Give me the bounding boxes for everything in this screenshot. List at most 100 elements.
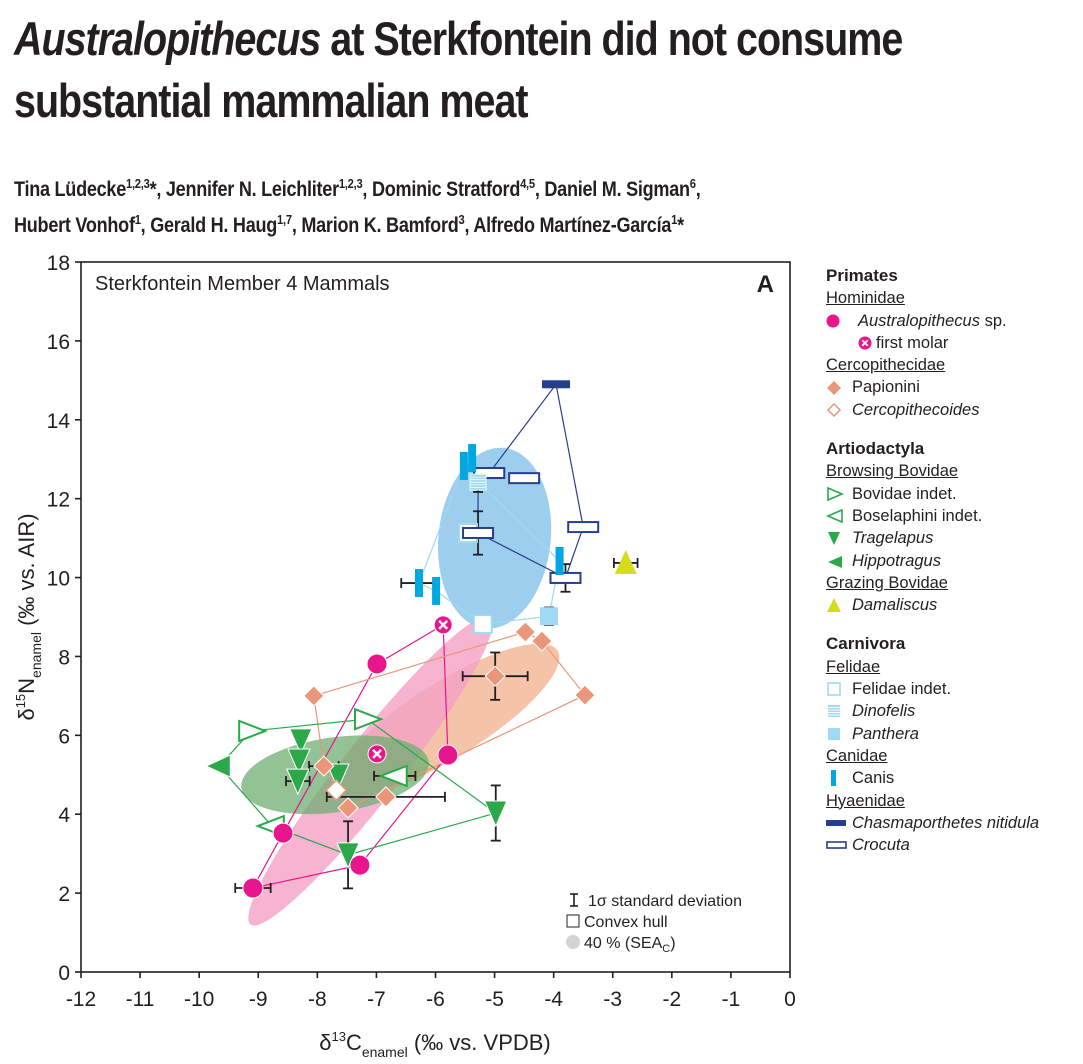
legend-label: Bovidae indet. — [852, 484, 957, 503]
author: Alfredo Martínez-García — [473, 214, 672, 237]
point-chasmaporthetes-nitidula — [542, 380, 571, 389]
author-affil: 6 — [689, 176, 696, 191]
author-line-2: Hubert Vonhof 1, Gerald H. Haug1,7, Mario… — [14, 208, 701, 244]
author: Gerald H. Haug — [150, 214, 278, 237]
legend-item-chasmaporthetes: Chasmaporthetes nitidula — [826, 812, 1083, 834]
author-sep: , — [291, 214, 302, 237]
y-tick-label: 18 — [47, 252, 70, 275]
xlabel-main: C — [346, 1030, 362, 1055]
legend-label: Australopithecus — [858, 311, 980, 330]
point-damaliscus — [614, 549, 637, 574]
legend-label: Papionini — [852, 378, 920, 397]
legend-sea-close: ) — [670, 935, 675, 952]
legend-group-primates: Primates — [826, 266, 898, 285]
point-australopithecus-sp — [242, 877, 264, 899]
author: Dominic Stratford — [371, 178, 521, 201]
legend-label: Hippotragus — [852, 551, 941, 570]
sea-icon — [566, 935, 580, 949]
title-rest: at Sterkfontein did not consume — [320, 12, 903, 65]
legend-hull: Convex hull — [584, 914, 668, 931]
author: Hubert Vonhof — [14, 214, 135, 237]
inner-legend: 1σ standard deviation Convex hull 40 % (… — [566, 893, 742, 955]
sea-ellipses — [241, 447, 560, 926]
legend-item-boselaphini: Boselaphini indet. — [826, 505, 1083, 527]
legend-label: Crocuta — [852, 836, 910, 855]
legend-label: first molar — [876, 333, 949, 352]
author-mark: * — [149, 178, 157, 201]
point-bovidae-indet — [238, 719, 268, 743]
legend-item-damaliscus: Damaliscus — [826, 594, 1083, 616]
x-tick-label: -4 — [544, 988, 563, 1011]
x-tick-label: 0 — [784, 988, 796, 1011]
title-line-2: substantial mammalian meat — [14, 74, 529, 127]
y-tick-label: 8 — [58, 646, 70, 669]
point-papionini — [531, 630, 553, 652]
point-cercopithecoides — [325, 779, 348, 802]
legend-item-australopithecus: Australopithecus sp. — [826, 310, 1083, 332]
point-felidae-indet — [472, 614, 493, 635]
point-australopithecus-sp — [437, 744, 459, 766]
x-tick-label: -9 — [249, 988, 268, 1011]
y-tick-label: 16 — [47, 331, 70, 354]
y-tick-label: 6 — [58, 725, 70, 748]
legend-item-cercopithecoides: Cercopithecoides — [826, 399, 1083, 421]
author-sep: , — [695, 178, 701, 201]
point-panthera — [539, 607, 558, 626]
legend-item-first-molar: first molar — [826, 332, 1083, 354]
x-tick-label: -2 — [662, 988, 681, 1011]
open-triangle-right-icon — [826, 486, 852, 502]
x-tick-label: -7 — [367, 988, 386, 1011]
x-tick-label: -6 — [426, 988, 445, 1011]
legend-label: Chasmaporthetes nitidula — [852, 813, 1040, 832]
x-tick-label: -3 — [603, 988, 622, 1011]
point-papionini — [574, 684, 596, 706]
author: Jennifer N. Leichliter — [165, 178, 339, 201]
horizontal-bar-icon — [826, 818, 852, 828]
author: Tina Lüdecke — [14, 178, 127, 201]
xlabel-sub: enamel — [362, 1044, 408, 1060]
ylabel-main: N — [14, 678, 39, 694]
point-first-molar-cross — [438, 620, 449, 630]
legend-label-sp: sp. — [980, 311, 1007, 330]
vertical-bar-icon — [826, 769, 852, 787]
title-italic: Australopithecus — [14, 12, 321, 65]
legend-sd: 1σ standard deviation — [588, 893, 742, 910]
legend-subgroup-canidae: Canidae — [826, 746, 888, 765]
legend-item-dinofelis: Dinofelis — [826, 700, 1083, 722]
author-affil: 1 — [671, 212, 678, 227]
author: Marion K. Bamford — [301, 214, 459, 237]
legend-item-felidae-indet: Felidae indet. — [826, 678, 1083, 700]
filled-square-icon — [826, 726, 852, 742]
point-canis — [555, 546, 564, 575]
legend-label: Damaliscus — [852, 596, 938, 615]
ylabel-sub: enamel — [28, 632, 44, 678]
point-australopithecus-sp — [366, 653, 388, 675]
point-australopithecus-sp — [349, 854, 371, 876]
y-axis-title: δ15Nenamel (‰ vs. AIR) — [13, 513, 44, 720]
point-crocuta — [473, 467, 506, 480]
author-line-1: Tina Lüdecke1,2,3*, Jennifer N. Leichlit… — [14, 172, 701, 208]
x-tick-label: -5 — [485, 988, 504, 1011]
point-canis — [432, 576, 441, 605]
author-affil: 1,7 — [277, 212, 292, 227]
point-boselaphini-indet — [377, 764, 408, 788]
point-first-molar-cross — [372, 749, 382, 759]
point-papionini — [375, 786, 397, 808]
point-crocuta — [508, 472, 541, 485]
author-sep: , — [534, 178, 545, 201]
point-tragelapus — [483, 800, 508, 828]
axes: -12 -11 -10 -9 -8 -7 -6 -5 -4 -3 -2 -1 0024681012141… — [47, 252, 796, 1011]
filled-triangle-left-icon — [826, 553, 852, 569]
author-sep: , — [140, 214, 151, 237]
hull-icon — [566, 914, 580, 928]
point-tragelapus — [326, 763, 350, 791]
filled-triangle-up-icon — [826, 597, 852, 613]
point-canis — [414, 569, 423, 598]
point-tragelapus — [336, 842, 360, 870]
x-axis-label: δ13Cenamel (‰ vs. VPDB) — [319, 1029, 551, 1060]
legend-label: Felidae indet. — [852, 680, 952, 699]
y-tick-label: 2 — [58, 883, 70, 906]
legend-sea-text: 40 % (SEA — [584, 935, 663, 952]
data-points — [205, 380, 637, 899]
